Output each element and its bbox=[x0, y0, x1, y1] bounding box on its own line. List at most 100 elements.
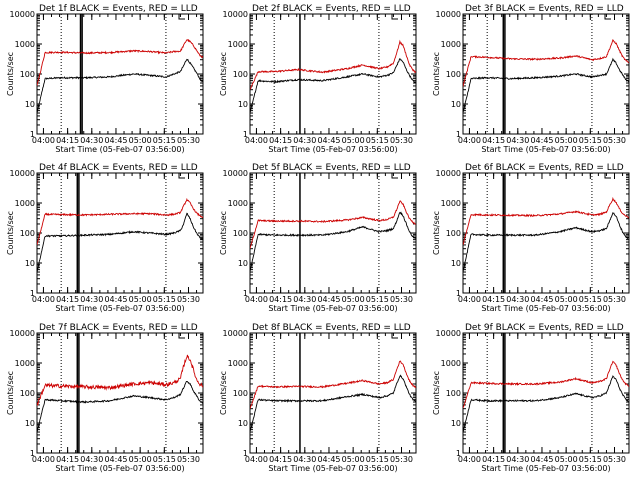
x-tick-label: 05:00 bbox=[342, 455, 365, 464]
y-tick-label: 10 bbox=[451, 259, 461, 268]
y-tick-label: 1 bbox=[243, 449, 248, 458]
x-tick-label: 04:45 bbox=[530, 455, 553, 464]
x-tick-label: 05:15 bbox=[366, 295, 389, 304]
x-tick-label: 05:30 bbox=[177, 136, 200, 145]
y-axis-label: Counts/sec bbox=[219, 211, 228, 255]
y-tick-label: 100 bbox=[20, 229, 35, 238]
lld-series-line bbox=[463, 38, 629, 87]
x-tick-label: 04:15 bbox=[482, 136, 505, 145]
plot-frame bbox=[462, 13, 630, 135]
x-tick-label: 04:00 bbox=[458, 455, 481, 464]
x-axis-label: Start Time (05-Feb-07 03:56:00) bbox=[268, 464, 397, 473]
x-tick-label: 04:15 bbox=[56, 136, 79, 145]
events-series-line bbox=[37, 212, 203, 273]
y-tick-label: 100 bbox=[446, 229, 461, 238]
plot-frame bbox=[249, 172, 417, 294]
panel-title: Det 6f BLACK = Events, RED = LLD bbox=[465, 163, 624, 173]
x-tick-label: 04:45 bbox=[530, 295, 553, 304]
panel-det-6: Det 6f BLACK = Events, RED = LLD 1 10 100 10… bbox=[432, 163, 630, 313]
x-tick-label: 05:00 bbox=[129, 455, 152, 464]
x-tick-label: 05:30 bbox=[177, 295, 200, 304]
y-tick-label: 1 bbox=[30, 449, 35, 458]
x-tick-label: 05:30 bbox=[390, 455, 413, 464]
y-tick-label: 1 bbox=[30, 130, 35, 139]
y-tick-label: 10000 bbox=[436, 10, 461, 19]
y-tick-label: 100 bbox=[446, 389, 461, 398]
panel-det-9: Det 9f BLACK = Events, RED = LLD 1 10 100 10… bbox=[432, 323, 630, 473]
events-series-line bbox=[37, 58, 203, 113]
panel-det-2: Det 2f BLACK = Events, RED = LLD 1 10 100 10… bbox=[219, 4, 417, 154]
x-tick-label: 05:15 bbox=[153, 455, 176, 464]
events-series-line bbox=[250, 211, 416, 272]
y-tick-label: 10 bbox=[451, 419, 461, 428]
x-tick-label: 05:00 bbox=[555, 136, 578, 145]
y-tick-label: 10000 bbox=[223, 329, 248, 338]
x-tick-label: 04:00 bbox=[32, 136, 55, 145]
x-tick-label: 05:15 bbox=[579, 455, 602, 464]
y-tick-label: 100 bbox=[233, 229, 248, 238]
x-tick-label: 04:30 bbox=[80, 455, 103, 464]
x-tick-label: 05:00 bbox=[555, 295, 578, 304]
y-tick-label: 1 bbox=[30, 289, 35, 298]
y-tick-label: 10 bbox=[238, 419, 248, 428]
plot-frame bbox=[249, 332, 417, 454]
y-tick-label: 1000 bbox=[15, 359, 35, 368]
corner-marker bbox=[178, 333, 185, 339]
y-tick-label: 1000 bbox=[15, 199, 35, 208]
x-tick-label: 05:00 bbox=[129, 136, 152, 145]
plot-frame bbox=[462, 332, 630, 454]
y-tick-label: 1000 bbox=[228, 199, 248, 208]
corner-marker bbox=[604, 173, 611, 179]
corner-marker bbox=[391, 14, 398, 20]
x-tick-label: 04:30 bbox=[506, 295, 529, 304]
y-axis-label: Counts/sec bbox=[6, 371, 15, 415]
x-tick-label: 04:15 bbox=[269, 455, 292, 464]
panel-det-3: Det 3f BLACK = Events, RED = LLD 1 10 100 10… bbox=[432, 4, 630, 154]
lld-series-line bbox=[463, 196, 629, 245]
lld-series-line bbox=[250, 200, 416, 249]
panel-det-7: Det 7f BLACK = Events, RED = LLD 1 10 100 10… bbox=[6, 323, 204, 473]
x-tick-label: 05:30 bbox=[603, 295, 626, 304]
x-axis-label: Start Time (05-Feb-07 03:56:00) bbox=[481, 464, 610, 473]
y-tick-label: 10 bbox=[25, 100, 35, 109]
x-tick-label: 04:00 bbox=[458, 136, 481, 145]
y-tick-label: 10000 bbox=[436, 169, 461, 178]
panel-det-1: Det 1f BLACK = Events, RED = LLD 1 10 100 10… bbox=[6, 4, 204, 154]
x-tick-label: 05:30 bbox=[390, 295, 413, 304]
y-axis-label: Counts/sec bbox=[432, 371, 441, 415]
panel-title: Det 1f BLACK = Events, RED = LLD bbox=[39, 4, 198, 14]
y-tick-label: 10000 bbox=[10, 329, 35, 338]
x-tick-label: 04:00 bbox=[458, 295, 481, 304]
y-tick-label: 10000 bbox=[436, 329, 461, 338]
y-tick-label: 1000 bbox=[441, 199, 461, 208]
panel-title: Det 8f BLACK = Events, RED = LLD bbox=[252, 323, 411, 333]
x-axis-label: Start Time (05-Feb-07 03:56:00) bbox=[481, 304, 610, 313]
y-tick-label: 10 bbox=[238, 100, 248, 109]
x-tick-label: 04:15 bbox=[269, 295, 292, 304]
y-axis-label: Counts/sec bbox=[219, 371, 228, 415]
lld-series-line bbox=[250, 39, 416, 90]
x-tick-label: 05:15 bbox=[366, 136, 389, 145]
x-tick-label: 04:45 bbox=[317, 136, 340, 145]
y-tick-label: 1000 bbox=[228, 359, 248, 368]
lld-series-line bbox=[250, 360, 416, 409]
y-tick-label: 100 bbox=[233, 389, 248, 398]
events-series-line bbox=[463, 57, 629, 113]
x-tick-label: 04:15 bbox=[482, 455, 505, 464]
x-tick-label: 04:30 bbox=[80, 136, 103, 145]
x-tick-label: 04:30 bbox=[293, 136, 316, 145]
x-tick-label: 04:00 bbox=[245, 295, 268, 304]
x-tick-label: 04:30 bbox=[293, 455, 316, 464]
x-tick-label: 05:30 bbox=[390, 136, 413, 145]
y-tick-label: 1000 bbox=[228, 40, 248, 49]
panel-det-8: Det 8f BLACK = Events, RED = LLD 1 10 100 10… bbox=[219, 323, 417, 473]
y-tick-label: 1 bbox=[456, 449, 461, 458]
y-tick-label: 10 bbox=[25, 259, 35, 268]
events-series-line bbox=[463, 211, 629, 273]
x-tick-label: 04:15 bbox=[269, 136, 292, 145]
events-series-line bbox=[250, 374, 416, 432]
panel-title: Det 2f BLACK = Events, RED = LLD bbox=[252, 4, 411, 14]
panel-title: Det 9f BLACK = Events, RED = LLD bbox=[465, 323, 624, 333]
x-axis-label: Start Time (05-Feb-07 03:56:00) bbox=[55, 145, 184, 154]
y-axis-label: Counts/sec bbox=[6, 52, 15, 96]
